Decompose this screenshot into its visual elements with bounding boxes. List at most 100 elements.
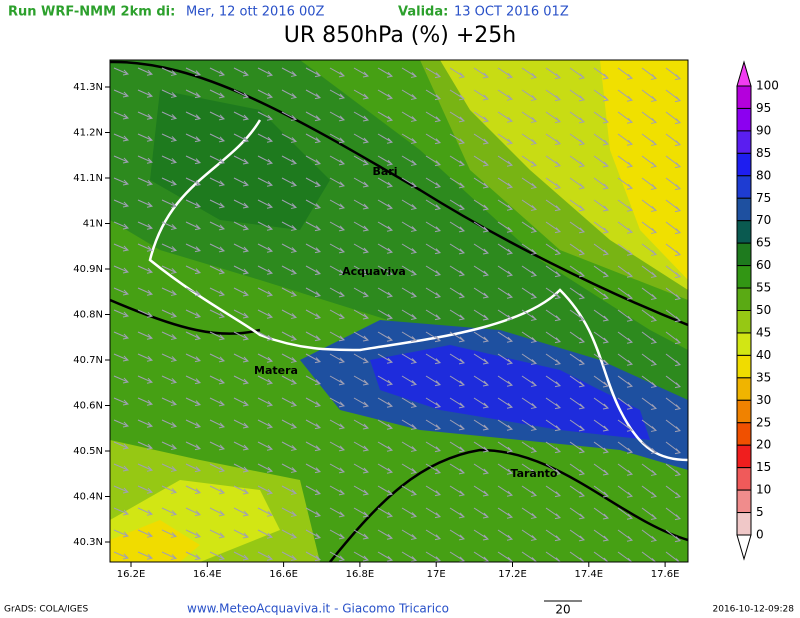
wind-arrow bbox=[401, 551, 418, 562]
colorbar-label: 50 bbox=[756, 303, 771, 317]
wind-arrow bbox=[209, 353, 226, 363]
wind-arrow bbox=[665, 485, 682, 499]
wind-arrow bbox=[449, 265, 466, 277]
wind-arrow bbox=[209, 89, 226, 99]
wind-arrow bbox=[113, 287, 130, 296]
colorbar-box bbox=[736, 422, 752, 446]
wind-arrow bbox=[545, 419, 562, 432]
wind-arrow bbox=[569, 89, 586, 102]
timestamp: 2016-10-12-09:28 bbox=[713, 605, 795, 615]
wind-arrow bbox=[401, 375, 418, 386]
wind-arrow bbox=[545, 375, 562, 388]
x-tick-label: 16.6E bbox=[269, 569, 298, 580]
colorbar-label: 55 bbox=[756, 281, 771, 295]
wind-arrow bbox=[665, 463, 682, 477]
wind-arrow bbox=[281, 353, 298, 363]
wind-arrow bbox=[497, 155, 514, 167]
wind-arrow bbox=[569, 177, 586, 190]
wind-arrow bbox=[473, 331, 490, 343]
colorbar-box bbox=[736, 489, 752, 514]
map-frame bbox=[109, 59, 689, 563]
wind-arrow bbox=[257, 287, 274, 297]
wind-arrow bbox=[473, 397, 490, 409]
wind-arrow bbox=[641, 529, 658, 542]
wind-arrow bbox=[497, 199, 514, 211]
wind-arrow bbox=[593, 353, 610, 366]
wind-arrow bbox=[545, 397, 562, 410]
wind-arrow bbox=[185, 419, 202, 429]
wind-arrow bbox=[617, 419, 634, 432]
wind-arrow bbox=[353, 199, 370, 210]
wind-arrow bbox=[137, 221, 154, 230]
wind-arrow bbox=[113, 397, 130, 406]
wind-arrow bbox=[449, 67, 466, 79]
wind-arrow bbox=[545, 463, 562, 476]
wind-arrow bbox=[593, 89, 610, 102]
wind-arrow bbox=[353, 67, 370, 78]
y-tick-label: 41.1N bbox=[73, 173, 103, 184]
colorbar-box bbox=[736, 107, 752, 132]
wind-arrow bbox=[257, 397, 274, 407]
wind-arrow bbox=[377, 375, 394, 386]
wind-arrow bbox=[401, 265, 418, 276]
wind-arrow bbox=[209, 551, 226, 561]
wind-arrow bbox=[329, 309, 346, 320]
wind-arrow bbox=[329, 463, 346, 474]
wind-arrow bbox=[281, 89, 298, 99]
wind-arrow bbox=[665, 353, 682, 367]
wind-arrow bbox=[185, 309, 202, 319]
wind-arrow bbox=[545, 133, 562, 146]
wind-arrow bbox=[425, 221, 442, 233]
wind-arrow bbox=[641, 221, 658, 234]
wind-arrow bbox=[473, 177, 490, 189]
wind-arrow bbox=[185, 199, 202, 209]
wind-arrow bbox=[545, 221, 562, 234]
wind-arrow bbox=[185, 529, 202, 539]
wind-arrow bbox=[281, 485, 298, 495]
wind-arrow bbox=[593, 221, 610, 234]
wind-arrow bbox=[473, 441, 490, 453]
wind-arrow bbox=[113, 67, 130, 76]
colorbar-label: 45 bbox=[756, 325, 771, 339]
wind-arrow bbox=[329, 331, 346, 342]
wind-arrow bbox=[641, 155, 658, 168]
wind-arrow bbox=[329, 111, 346, 122]
wind-arrow bbox=[137, 507, 154, 516]
wind-arrow bbox=[305, 507, 322, 518]
colorbar-label: 25 bbox=[756, 415, 771, 429]
wind-arrow bbox=[665, 529, 682, 543]
wind-arrow bbox=[185, 221, 202, 231]
wind-arrow bbox=[377, 331, 394, 342]
wind-arrow bbox=[113, 133, 130, 142]
wind-arrow bbox=[545, 441, 562, 454]
colorbar-box bbox=[736, 399, 752, 424]
wind-arrow bbox=[137, 265, 154, 274]
wind-arrow bbox=[329, 375, 346, 386]
wind-arrow bbox=[113, 507, 130, 516]
wind-arrow bbox=[665, 133, 682, 147]
wind-arrow bbox=[329, 551, 346, 562]
wind-arrow bbox=[617, 397, 634, 410]
wind-arrow bbox=[425, 485, 442, 497]
wind-arrow bbox=[545, 529, 562, 542]
wind-arrow bbox=[209, 529, 226, 539]
colorbar-label: 90 bbox=[756, 123, 771, 137]
colorbar-box bbox=[736, 265, 752, 289]
colorbar-box bbox=[736, 130, 752, 154]
wind-arrow bbox=[473, 199, 490, 211]
valid-label: Valida: bbox=[398, 5, 448, 20]
wind-arrow bbox=[137, 287, 154, 296]
wind-arrow bbox=[641, 375, 658, 388]
run-date: Mer, 12 ott 2016 00Z bbox=[186, 5, 325, 20]
wind-arrow bbox=[665, 221, 682, 235]
wind-arrow bbox=[161, 287, 178, 296]
wind-arrow bbox=[521, 397, 538, 409]
wind-arrow bbox=[233, 331, 250, 341]
wind-arrow bbox=[281, 463, 298, 473]
city-label: Bari bbox=[372, 165, 397, 178]
wind-arrow bbox=[569, 375, 586, 388]
wind-arrow bbox=[209, 265, 226, 275]
wind-arrow bbox=[617, 309, 634, 322]
wind-arrow bbox=[497, 463, 514, 475]
wind-arrow bbox=[281, 199, 298, 209]
